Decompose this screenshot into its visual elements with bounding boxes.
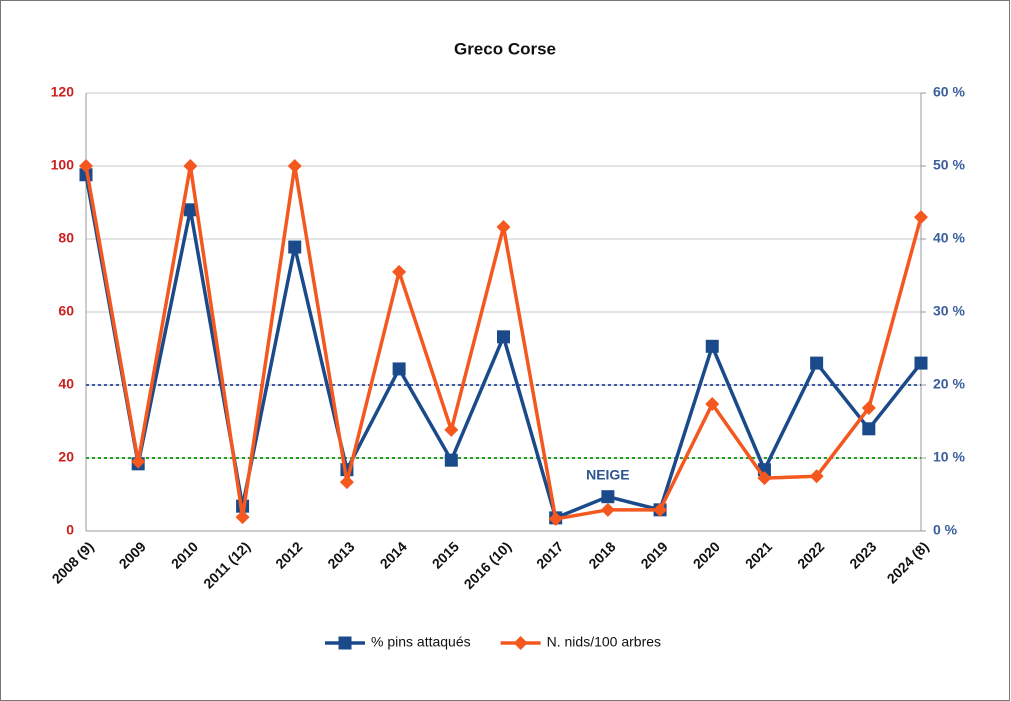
marker xyxy=(444,453,458,467)
y2-tick-label: 50 % xyxy=(933,157,965,173)
y2-tick-label: 0 % xyxy=(933,522,958,538)
marker xyxy=(339,475,354,490)
marker xyxy=(757,471,772,486)
marker xyxy=(705,396,720,411)
marker xyxy=(601,490,615,504)
legend-label: N. nids/100 arbres xyxy=(547,634,661,650)
marker xyxy=(809,469,824,484)
y-tick-label: 20 xyxy=(58,449,74,465)
marker xyxy=(79,159,93,173)
y2-tick-label: 10 % xyxy=(933,449,965,465)
y-tick-label: 100 xyxy=(51,157,75,173)
marker xyxy=(287,159,302,173)
marker xyxy=(914,356,928,370)
marker xyxy=(810,356,824,370)
marker xyxy=(496,219,511,234)
y2-tick-label: 30 % xyxy=(933,303,965,319)
y-tick-label: 80 xyxy=(58,230,74,246)
marker xyxy=(392,264,407,279)
marker xyxy=(392,362,406,376)
marker xyxy=(914,210,928,225)
marker xyxy=(705,339,719,353)
marker xyxy=(288,240,302,254)
marker xyxy=(548,511,563,526)
annotation: NEIGE xyxy=(586,467,630,483)
marker xyxy=(338,636,352,650)
marker xyxy=(131,454,146,469)
y2-tick-label: 20 % xyxy=(933,376,965,392)
marker xyxy=(862,422,876,436)
marker xyxy=(183,159,198,173)
marker xyxy=(653,502,668,517)
y2-tick-label: 40 % xyxy=(933,230,965,246)
chart-title: Greco Corse xyxy=(454,39,556,58)
marker xyxy=(444,422,459,437)
y-tick-label: 40 xyxy=(58,376,74,392)
marker xyxy=(600,502,615,517)
marker xyxy=(861,400,876,415)
marker xyxy=(513,636,528,650)
legend-label: % pins attaqués xyxy=(371,634,471,650)
y-tick-label: 0 xyxy=(66,522,74,538)
y2-tick-label: 60 % xyxy=(933,84,965,100)
y-tick-label: 120 xyxy=(51,84,75,100)
y-tick-label: 60 xyxy=(58,303,74,319)
marker xyxy=(235,510,250,525)
marker xyxy=(183,203,197,217)
marker xyxy=(497,330,510,344)
